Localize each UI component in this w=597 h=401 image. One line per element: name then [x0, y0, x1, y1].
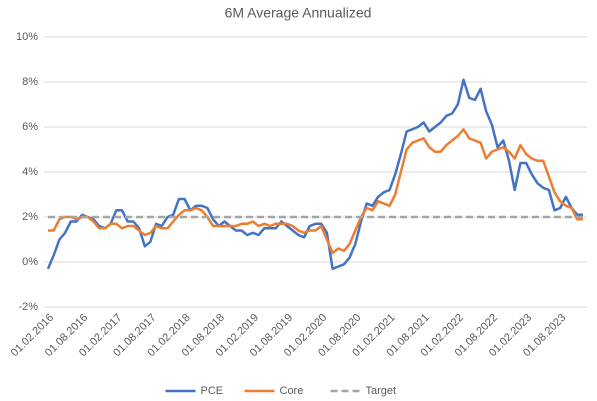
y-tick-label: 4%	[22, 166, 38, 178]
legend-label: Core	[280, 385, 304, 397]
y-tick-label: 8%	[22, 76, 38, 88]
y-tick-label: 2%	[22, 211, 38, 223]
legend-label: Target	[366, 385, 397, 397]
series-line	[48, 128, 583, 255]
y-tick-label: 10%	[16, 31, 38, 43]
legend-label: PCE	[201, 385, 224, 397]
y-tick-label: 6%	[22, 121, 38, 133]
y-tick-label: 0%	[22, 256, 38, 268]
series-line	[46, 78, 583, 271]
chart-title: 6M Average Annualized	[225, 5, 372, 21]
y-tick-label: -2%	[18, 301, 38, 313]
